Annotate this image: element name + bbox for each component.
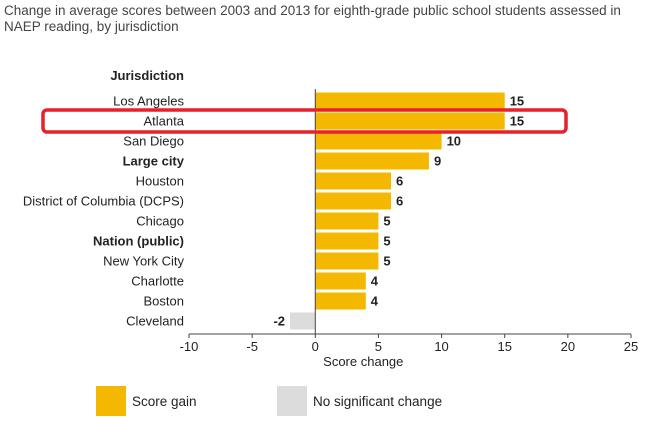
data-label: 6 <box>396 194 403 209</box>
data-label: 5 <box>383 254 390 269</box>
legend-item-no-change: No significant change <box>277 386 442 416</box>
category-label: District of Columbia (DCPS) <box>23 194 184 209</box>
bar <box>315 92 505 110</box>
x-tick-label: 5 <box>375 339 382 354</box>
x-tick-label: 10 <box>434 339 448 354</box>
x-tick-label: 15 <box>497 339 511 354</box>
legend-label-no-change: No significant change <box>313 393 443 409</box>
category-label: Cleveland <box>126 314 184 329</box>
category-header: Jurisdiction <box>110 68 184 83</box>
legend-swatch-score-gain <box>96 386 126 416</box>
legend-swatch-no-change <box>277 386 307 416</box>
x-tick-label: -5 <box>246 339 258 354</box>
bar <box>315 192 392 210</box>
x-axis-title: Score change <box>323 354 403 369</box>
bar <box>315 232 379 250</box>
category-label: San Diego <box>123 134 184 149</box>
data-label: 4 <box>371 274 379 289</box>
highlight-box <box>41 108 568 134</box>
data-label: 10 <box>447 134 461 149</box>
data-label: 5 <box>383 234 390 249</box>
bar-chart: Jurisdiction Los Angeles 15 Atlanta 15 San Di… <box>23 68 638 369</box>
data-label: 4 <box>371 294 379 309</box>
category-label: Large city <box>123 154 185 169</box>
data-label: 15 <box>510 114 524 129</box>
legend-item-score-gain: Score gain <box>96 386 197 416</box>
bar <box>315 112 505 130</box>
bar <box>315 212 379 230</box>
category-label: New York City <box>103 254 184 269</box>
bar <box>315 172 392 190</box>
data-label: 6 <box>396 174 403 189</box>
category-label: Chicago <box>136 214 184 229</box>
category-label: Los Angeles <box>113 94 184 109</box>
bar <box>315 272 366 290</box>
bar <box>315 132 442 150</box>
category-label: Nation (public) <box>93 234 184 249</box>
data-label: 15 <box>510 94 524 109</box>
x-tick-label: 20 <box>561 339 575 354</box>
x-tick-label: -10 <box>180 339 199 354</box>
bar <box>315 152 429 170</box>
category-label: Boston <box>144 294 184 309</box>
x-tick-label: 0 <box>312 339 319 354</box>
category-label: Atlanta <box>144 114 185 129</box>
legend-label-score-gain: Score gain <box>132 393 197 409</box>
category-label: Houston <box>136 174 184 189</box>
bar <box>315 252 379 270</box>
bar <box>315 292 366 310</box>
data-label: 5 <box>383 214 390 229</box>
chart-title: Change in average scores between 2003 an… <box>4 3 621 34</box>
category-label: Charlotte <box>131 274 184 289</box>
x-tick-label: 25 <box>624 339 638 354</box>
data-label: 9 <box>434 154 441 169</box>
bar <box>290 312 316 330</box>
data-label: -2 <box>273 314 285 329</box>
